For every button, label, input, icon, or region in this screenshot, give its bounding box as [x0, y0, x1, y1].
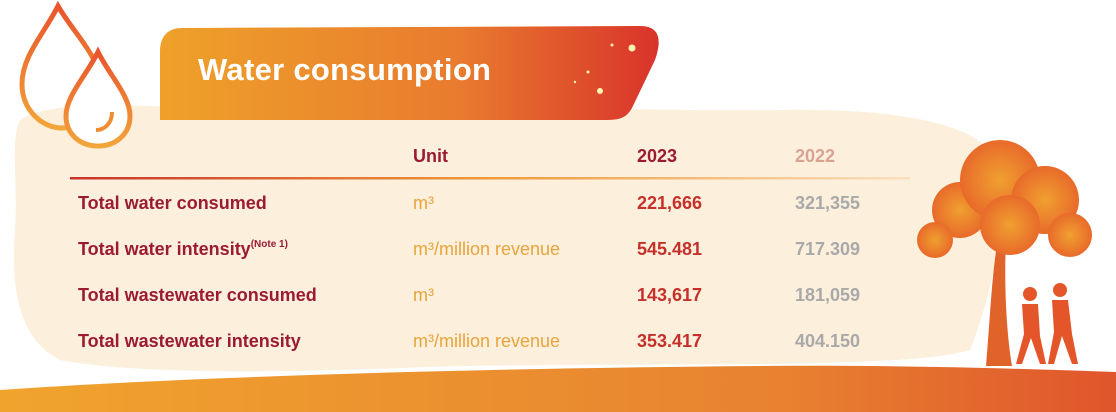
unit: m³/million revenue: [413, 331, 560, 352]
column-header: 2022: [795, 146, 835, 167]
header-rule: [70, 177, 910, 180]
unit: m³/million revenue: [413, 239, 560, 260]
unit: m³: [413, 285, 434, 306]
value-2023: 143,617: [637, 285, 702, 306]
value-2023: 221,666: [637, 193, 702, 214]
unit: m³: [413, 193, 434, 214]
column-header: 2023: [637, 146, 677, 167]
value-2023: 353.417: [637, 331, 702, 352]
sparkle: [611, 44, 614, 47]
row-label-text: Total wastewater consumed: [78, 285, 317, 305]
ground: [0, 366, 1116, 412]
row-label: Total water intensity(Note 1): [78, 239, 288, 260]
sparkle: [629, 45, 636, 52]
value-2022: 717.309: [795, 239, 860, 260]
note-ref: (Note 1): [251, 239, 288, 250]
row-label: Total wastewater intensity: [78, 331, 301, 352]
people: [1016, 283, 1078, 364]
sparkle: [587, 71, 590, 74]
row-label-text: Total wastewater intensity: [78, 331, 301, 351]
title: Water consumption: [198, 52, 491, 88]
value-2022: 181,059: [795, 285, 860, 306]
page: {"header": {"title": "Water consumption"…: [0, 0, 1116, 412]
row-label: Total water consumed: [78, 193, 267, 214]
sparkle: [597, 88, 603, 94]
row-label-text: Total water consumed: [78, 193, 267, 213]
column-header: Unit: [413, 146, 448, 167]
row-label: Total wastewater consumed: [78, 285, 317, 306]
value-2022: 321,355: [795, 193, 860, 214]
sparkle: [574, 81, 576, 83]
value-2023: 545.481: [637, 239, 702, 260]
row-label-text: Total water intensity: [78, 239, 251, 259]
value-2022: 404.150: [795, 331, 860, 352]
